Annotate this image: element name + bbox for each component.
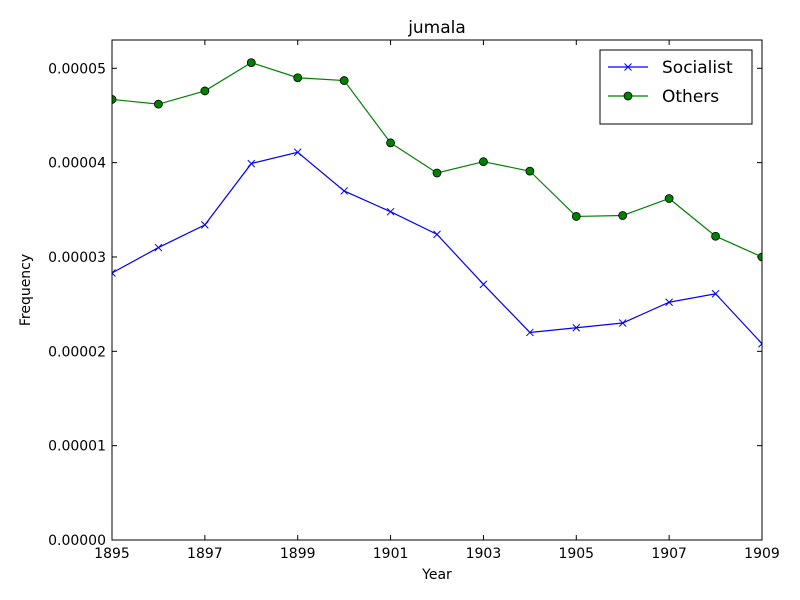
series-group	[112, 58, 762, 348]
data-point-others	[293, 73, 303, 83]
data-point-others	[525, 166, 535, 176]
data-point-socialist	[201, 221, 209, 229]
legend-box	[599, 49, 753, 125]
data-point-socialist	[665, 298, 673, 307]
data-point-others	[200, 86, 210, 96]
data-point-others	[339, 76, 349, 85]
data-point-socialist	[758, 339, 762, 348]
x-axis-label: Year	[421, 567, 452, 583]
y-tick-label: 0.00005	[48, 61, 106, 77]
data-point-others	[112, 95, 117, 104]
plot-frame	[111, 39, 763, 541]
legend-label: Others	[662, 87, 719, 107]
y-tick-label: 0.00000	[48, 533, 106, 549]
x-tick-label: 1897	[187, 546, 223, 562]
x-axis-ticks: 1895 1897 1899 1901 1903 1905 1907 1909	[94, 40, 780, 562]
chart-title: jumala	[407, 18, 466, 38]
x-tick-label: 1909	[744, 546, 780, 562]
series-line-socialist	[112, 151, 762, 345]
x-tick-label: 1907	[651, 546, 687, 562]
data-point-socialist	[247, 159, 256, 168]
y-tick-label: 0.00002	[48, 344, 106, 360]
data-point-socialist	[618, 319, 627, 327]
data-point-others	[571, 212, 581, 221]
data-point-socialist	[479, 280, 488, 289]
legend: Socialist Others	[599, 49, 753, 125]
legend-marker-others	[623, 91, 633, 101]
data-point-others	[618, 211, 628, 220]
data-point-socialist	[154, 243, 163, 252]
data-point-others	[711, 231, 720, 241]
legend-marker-socialist	[624, 63, 632, 71]
x-tick-label: 1903	[466, 546, 502, 562]
y-tick-label: 0.00003	[48, 250, 106, 266]
data-point-socialist	[340, 187, 348, 195]
legend-label: Socialist	[662, 58, 733, 78]
data-point-socialist	[386, 207, 395, 216]
x-tick-label: 1901	[373, 546, 409, 562]
data-point-others	[432, 168, 442, 178]
data-point-socialist	[572, 323, 581, 332]
legend-entry-socialist: Socialist	[608, 58, 733, 78]
data-point-socialist	[293, 148, 302, 157]
y-axis-label: Frequency	[18, 254, 34, 326]
legend-entry-others: Others	[608, 87, 719, 107]
data-point-socialist	[526, 328, 534, 337]
data-point-others	[386, 138, 395, 148]
data-point-others	[246, 58, 256, 68]
y-tick-label: 0.00001	[48, 439, 106, 455]
x-tick-label: 1895	[94, 546, 130, 562]
data-point-socialist	[711, 289, 720, 298]
data-point-socialist	[112, 269, 116, 277]
y-axis-ticks: 0.00000 0.00001 0.00002 0.00003 0.00004 0.000…	[48, 61, 762, 549]
data-point-others	[154, 99, 163, 109]
x-tick-label: 1899	[280, 546, 316, 562]
y-tick-label: 0.00004	[48, 156, 106, 172]
x-tick-label: 1905	[558, 546, 594, 562]
data-point-socialist	[433, 230, 441, 239]
data-point-others	[664, 194, 674, 203]
data-point-others	[757, 252, 762, 262]
data-point-others	[479, 157, 488, 167]
